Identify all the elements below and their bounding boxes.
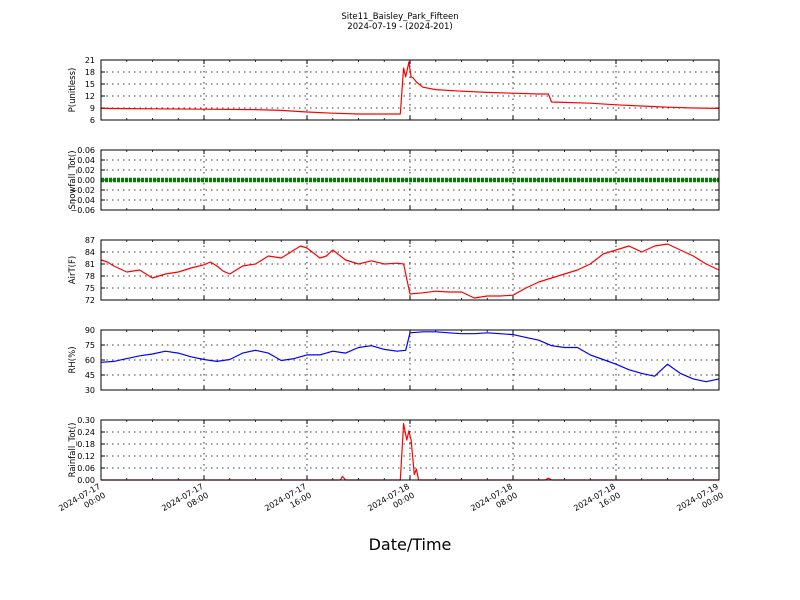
y-tick-label: 30 [85,386,95,395]
panel-air-temp: 72 75 78 81 84 87 AirT(F) [68,236,720,305]
plot-frame [100,419,720,481]
y-tick-label: 9 [90,104,95,113]
x-axis-label: Date/Time [369,535,452,554]
y-tick-label: 0.30 [77,416,95,425]
chart-title-line1: Site11_Baisley_Park_Fifteen [341,12,458,22]
y-tick-label: 0.00 [77,176,95,185]
y-tick-label: 0.06 [77,146,95,155]
y-tick-label: 45 [85,371,95,380]
y-tick-label: 81 [85,260,95,269]
y-tick-label: 75 [85,341,95,350]
series-line [100,243,720,299]
plot-frame [100,329,720,391]
y-tick-label: −0.06 [70,206,95,215]
y-tick-label: 0.06 [77,464,95,473]
y-tick-label: 72 [85,296,95,305]
y-axis-label: Snowfall_Tot() [68,150,78,209]
y-tick-label: 6 [90,116,95,125]
y-tick-label: 0.18 [77,440,95,449]
series-line [100,331,720,383]
series-line [100,61,720,115]
plot-frame [100,59,720,121]
y-tick-label: 0.00 [77,476,95,485]
y-tick-label: 21 [85,56,95,65]
y-axis-label: Rainfall_Tot() [68,423,78,478]
y-tick-label: 18 [85,68,95,77]
panel-snowfall: −0.06−0.04−0.020.000.020.040.06Snowfall_… [68,146,720,215]
y-tick-label: 87 [85,236,95,245]
y-tick-label: 84 [85,248,95,257]
y-tick-label: 60 [85,356,95,365]
panels: 6912151821P(unitless)−0.06−0.04−0.020.00… [68,56,720,485]
y-tick-label: 15 [85,80,95,89]
plot-frame [100,149,720,211]
y-tick-label: 78 [85,272,95,281]
y-axis-label: AirT(F) [68,256,78,284]
series-line [101,423,719,481]
plot-frame [100,239,720,301]
y-tick-label: −0.02 [70,186,95,195]
y-tick-label: 90 [85,326,95,335]
y-tick-label: 0.02 [77,166,95,175]
y-tick-label: −0.04 [70,196,95,205]
panel-rh: 30 45 60 75 90 RH(%) [68,326,720,395]
y-tick-label: 0.24 [77,428,95,437]
y-tick-label: 75 [85,284,95,293]
y-tick-label: 0.04 [77,156,95,165]
y-tick-label: 12 [85,92,95,101]
y-tick-label: 0.12 [77,452,95,461]
chart-title-line2: 2024-07-19 - (2024-201) [347,22,452,32]
y-axis-label: RH(%) [68,346,78,373]
panel-pressure: 6 9 12 15 18 21 P(unitless) [68,56,720,125]
y-axis-label: P(unitless) [68,68,78,113]
